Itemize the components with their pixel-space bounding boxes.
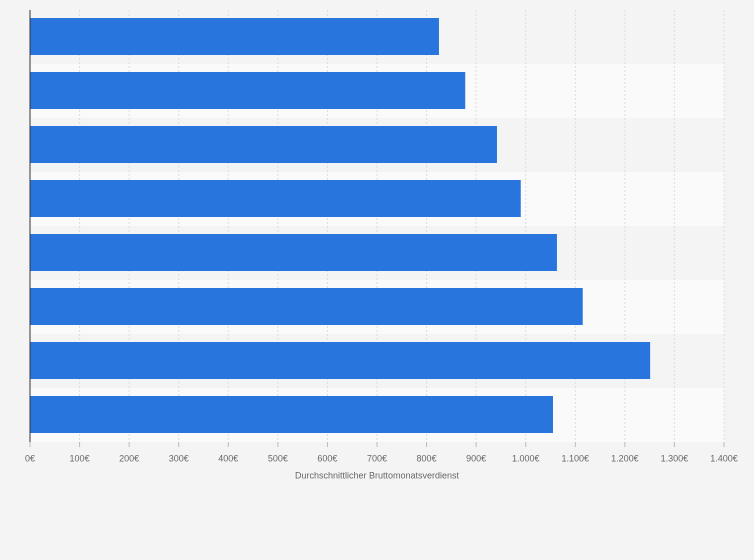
bar xyxy=(30,72,466,109)
x-tick-label: 100€ xyxy=(70,453,90,463)
x-tick-label: 500€ xyxy=(268,453,288,463)
x-tick-label: 300€ xyxy=(169,453,189,463)
bar xyxy=(30,288,583,325)
x-tick-label: 700€ xyxy=(367,453,387,463)
bar xyxy=(30,396,553,433)
x-tick-label: 1.100€ xyxy=(562,453,590,463)
x-tick-label: 400€ xyxy=(218,453,238,463)
bar xyxy=(30,342,651,379)
x-axis-label: Durchschnittlicher Bruttomonatsverdienst xyxy=(295,470,460,480)
x-tick-label: 1.000€ xyxy=(512,453,540,463)
x-tick-label: 1.400€ xyxy=(710,453,738,463)
bar xyxy=(30,126,497,163)
x-tick-label: 1.200€ xyxy=(611,453,639,463)
bar xyxy=(30,180,521,217)
bar xyxy=(30,18,439,55)
x-tick-label: 200€ xyxy=(119,453,139,463)
x-tick-label: 1.300€ xyxy=(661,453,689,463)
x-tick-label: 600€ xyxy=(317,453,337,463)
x-tick-label: 900€ xyxy=(466,453,486,463)
x-tick-label: 800€ xyxy=(417,453,437,463)
x-tick-label: 0€ xyxy=(25,453,35,463)
bar xyxy=(30,234,557,271)
